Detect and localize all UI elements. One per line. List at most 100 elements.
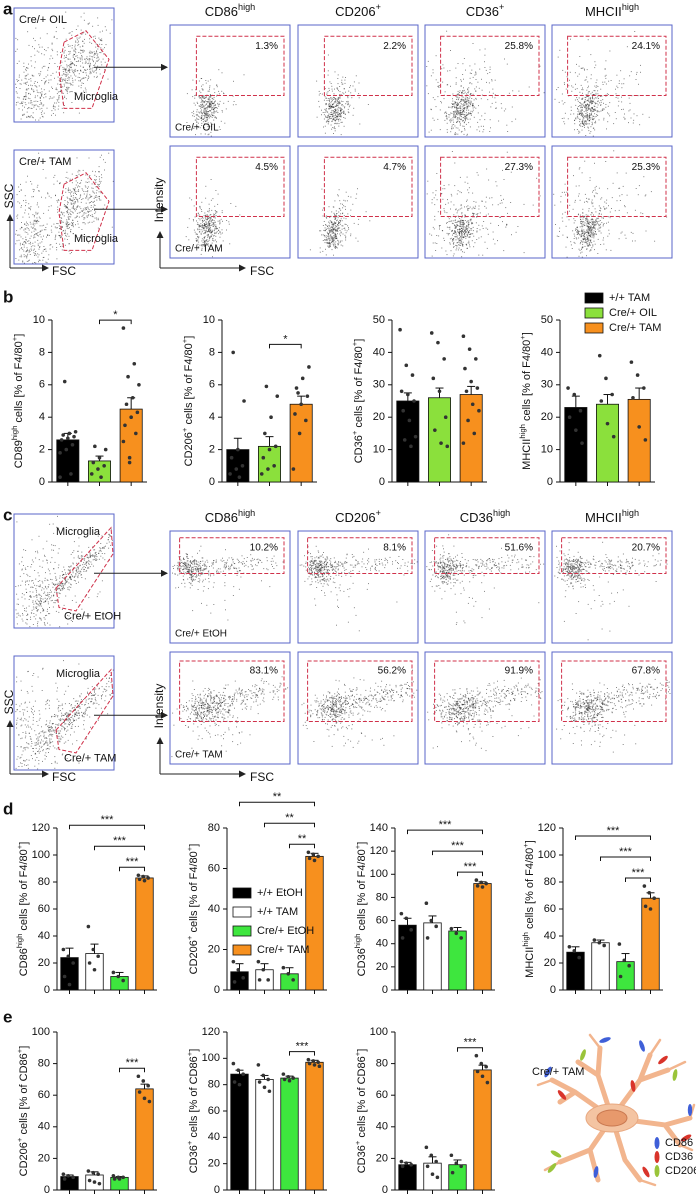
event-dot (594, 223, 596, 225)
event-dot (435, 190, 437, 192)
event-dot (332, 238, 334, 240)
event-dot (33, 613, 35, 614)
event-dot (48, 613, 49, 615)
event-dot (210, 224, 212, 226)
event-dot (74, 44, 76, 46)
event-dot (33, 216, 35, 218)
event-dot (479, 212, 481, 214)
event-dot (69, 253, 71, 255)
event-dot (581, 104, 583, 106)
event-dot (591, 215, 592, 217)
event-dot (57, 201, 59, 203)
event-dot (573, 113, 575, 115)
event-dot (23, 96, 25, 97)
event-dot (586, 106, 588, 108)
event-dot (333, 232, 335, 234)
event-dot (477, 121, 479, 123)
event-dot (78, 197, 80, 199)
event-dot (84, 58, 86, 60)
event-dot (38, 119, 40, 121)
event-dot (489, 66, 491, 68)
event-dot (588, 231, 589, 233)
event-dot (36, 596, 38, 598)
event-dot (68, 217, 70, 219)
event-dot (586, 69, 588, 71)
event-dot (89, 175, 91, 176)
event-dot (588, 210, 590, 212)
event-dot (450, 50, 451, 51)
event-dot (595, 211, 597, 213)
event-dot (205, 185, 207, 187)
event-dot (470, 114, 472, 116)
event-dot (325, 229, 327, 230)
event-dot (593, 226, 595, 228)
event-dot (451, 195, 453, 197)
event-dot (450, 131, 452, 133)
event-dot (595, 219, 597, 221)
event-dot (59, 214, 61, 216)
event-dot (451, 222, 453, 224)
event-dot (455, 225, 457, 227)
event-dot (33, 106, 35, 108)
event-dot (466, 109, 468, 111)
event-dot (564, 211, 566, 213)
event-dot (194, 119, 196, 121)
event-dot (336, 225, 338, 227)
event-dot (337, 88, 339, 90)
event-dot (95, 555, 97, 557)
event-dot (61, 589, 63, 591)
event-dot (89, 50, 91, 52)
event-dot (335, 241, 337, 243)
event-dot (602, 224, 604, 226)
event-dot (328, 113, 330, 115)
event-dot (41, 103, 43, 105)
event-dot (97, 45, 99, 47)
event-dot (206, 239, 208, 240)
event-dot (577, 117, 579, 119)
event-dot (458, 239, 460, 241)
event-dot (347, 103, 349, 104)
event-dot (583, 233, 585, 234)
event-dot (94, 53, 96, 55)
event-dot (348, 228, 350, 230)
event-dot (83, 218, 85, 220)
event-dot (339, 227, 341, 229)
event-dot (75, 198, 77, 200)
event-dot (453, 121, 455, 123)
event-dot (55, 102, 57, 104)
event-dot (347, 225, 349, 227)
event-dot (470, 102, 472, 103)
event-dot (208, 105, 210, 106)
event-dot (460, 223, 462, 225)
event-dot (18, 239, 20, 241)
event-dot (481, 200, 483, 202)
event-dot (502, 221, 503, 223)
event-dot (197, 127, 199, 128)
event-dot (459, 242, 461, 244)
event-dot (460, 232, 462, 234)
event-dot (85, 174, 87, 176)
event-dot (65, 233, 67, 235)
event-dot (431, 255, 433, 257)
event-dot (345, 218, 347, 220)
event-dot (345, 236, 347, 238)
event-dot (451, 112, 453, 114)
event-dot (458, 244, 460, 246)
event-dot (208, 203, 210, 205)
event-dot (202, 242, 204, 244)
event-dot (586, 245, 588, 247)
event-dot (332, 229, 334, 231)
event-dot (594, 162, 595, 164)
event-cloud (553, 150, 668, 258)
event-dot (77, 201, 79, 203)
event-dot (72, 188, 74, 190)
event-dot (76, 55, 78, 57)
event-dot (471, 69, 473, 71)
event-dot (194, 95, 196, 97)
event-dot (446, 113, 448, 115)
event-dot (583, 105, 584, 107)
event-dot (367, 104, 369, 105)
event-dot (67, 228, 69, 229)
event-dot (75, 41, 77, 43)
event-dot (76, 65, 77, 67)
